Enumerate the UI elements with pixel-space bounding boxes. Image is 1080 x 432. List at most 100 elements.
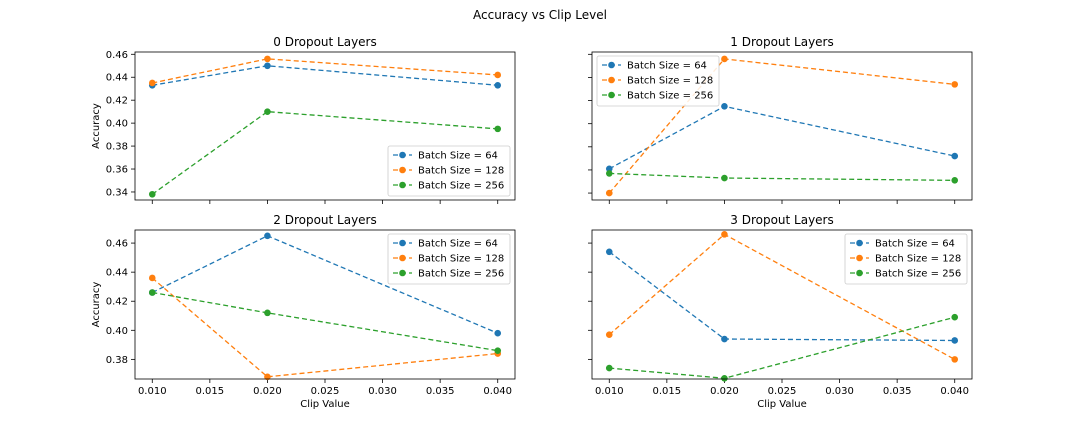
axes-frame [134,51,516,201]
data-point [951,337,959,344]
legend-box [844,233,968,285]
legend-box [387,233,511,285]
legend: Batch Size = 64 Batch Size = 128 Batch Siz… [596,55,720,107]
y-tick-label: 0.44 [106,73,128,84]
x-tick-label: 0.010 [595,386,624,397]
series-1 [148,55,502,87]
y-tick-label: 0.42 [106,96,128,107]
data-point [494,347,502,354]
legend-marker [399,269,406,277]
x-tick-label: 0.010 [138,386,167,397]
legend-label: Batch Size = 256 [418,181,504,192]
x-tick-label: 0.030 [825,386,854,397]
legend-label: Batch Size = 128 [875,254,961,265]
legend-box [387,145,511,197]
data-point [148,274,156,282]
legend-box [596,55,720,107]
axes-frame [134,229,516,380]
data-point [148,79,156,87]
y-tick-label: 0.44 [106,268,128,279]
data-point [951,313,959,321]
y-axis-label: Accuracy [91,103,102,149]
data-point [605,170,613,177]
legend-label: Batch Size = 128 [627,76,713,87]
x-tick-label: 0.020 [710,386,739,397]
y-tick-label: 0.38 [106,142,128,153]
series-0 [148,62,502,89]
y-tick-label: 0.36 [106,165,128,176]
series-1 [605,231,959,363]
subplot-title: 2 Dropout Layers [273,213,377,227]
legend-marker [399,254,406,262]
legend-label: Batch Size = 256 [875,269,961,280]
legend: Batch Size = 64 Batch Size = 128 Batch Siz… [844,233,968,285]
legend: Batch Size = 64 Batch Size = 128 Batch Siz… [387,145,511,197]
y-tick-label: 0.40 [106,119,128,130]
data-point [605,248,613,256]
legend-marker [856,269,863,277]
data-point [494,329,502,337]
data-point [264,232,271,240]
x-axis-label: Clip Value [757,399,807,410]
legend-marker [856,239,863,247]
legend-label: Batch Size = 128 [418,254,504,265]
x-tick-label: 0.025 [311,386,340,397]
subplot-title: 1 Dropout Layers [730,35,834,49]
subplot-3: 3 Dropout Layers 0.010 0.015 0.020 0.025 0.03… [588,213,973,410]
figure-title: Accuracy vs Clip Level [473,8,607,22]
data-point [721,374,728,382]
data-point [264,62,271,70]
data-point [264,55,271,63]
x-tick-label: 0.015 [196,386,225,397]
axes-frame [591,229,973,380]
data-point [264,373,271,381]
subplot-title: 0 Dropout Layers [273,35,377,49]
subplots-grid: 0 Dropout Layers 0.34 0.36 0.38 0.40 0.42 0.44… [91,35,973,410]
series-1 [605,55,959,197]
legend-label: Batch Size = 256 [418,269,504,280]
y-tick-label: 0.46 [106,50,128,61]
legend-marker [856,254,863,262]
x-tick-label: 0.035 [426,386,455,397]
x-tick-label: 0.025 [768,386,797,397]
subplot-0: 0 Dropout Layers 0.34 0.36 0.38 0.40 0.42 0.44… [91,35,516,204]
x-tick-label: 0.035 [883,386,912,397]
data-point [148,289,156,296]
legend-label: Batch Size = 64 [418,239,498,250]
legend: Batch Size = 64 Batch Size = 128 Batch Siz… [387,233,511,285]
data-point [264,108,271,115]
data-point [148,190,156,198]
data-point [721,55,728,63]
data-point [721,335,728,343]
data-point [494,71,502,79]
x-tick-label: 0.040 [940,386,969,397]
y-tick-label: 0.40 [106,326,128,337]
legend-marker [608,91,615,99]
x-tick-label: 0.020 [253,386,282,397]
y-tick-label: 0.46 [106,239,128,250]
data-point [605,165,613,173]
legend-label: Batch Size = 256 [627,91,713,102]
data-point [605,331,613,338]
data-point [494,125,502,133]
legend-marker [608,61,615,69]
data-point [605,364,613,372]
subplot-2: 2 Dropout Layers 0.010 0.015 0.020 0.025 0.03… [91,213,516,410]
axes-frame [591,51,973,201]
data-point [264,309,271,317]
y-tick-label: 0.42 [106,297,128,308]
series-line [151,277,498,378]
subplot-title: 3 Dropout Layers [730,213,834,227]
data-point [721,174,728,182]
x-tick-label: 0.015 [653,386,682,397]
series-2 [148,289,502,354]
legend-label: Batch Size = 64 [627,61,707,72]
data-point [951,152,959,160]
data-point [605,189,613,197]
x-tick-label: 0.040 [483,386,512,397]
x-axis-label: Clip Value [300,399,350,410]
legend-label: Batch Size = 64 [418,151,498,162]
